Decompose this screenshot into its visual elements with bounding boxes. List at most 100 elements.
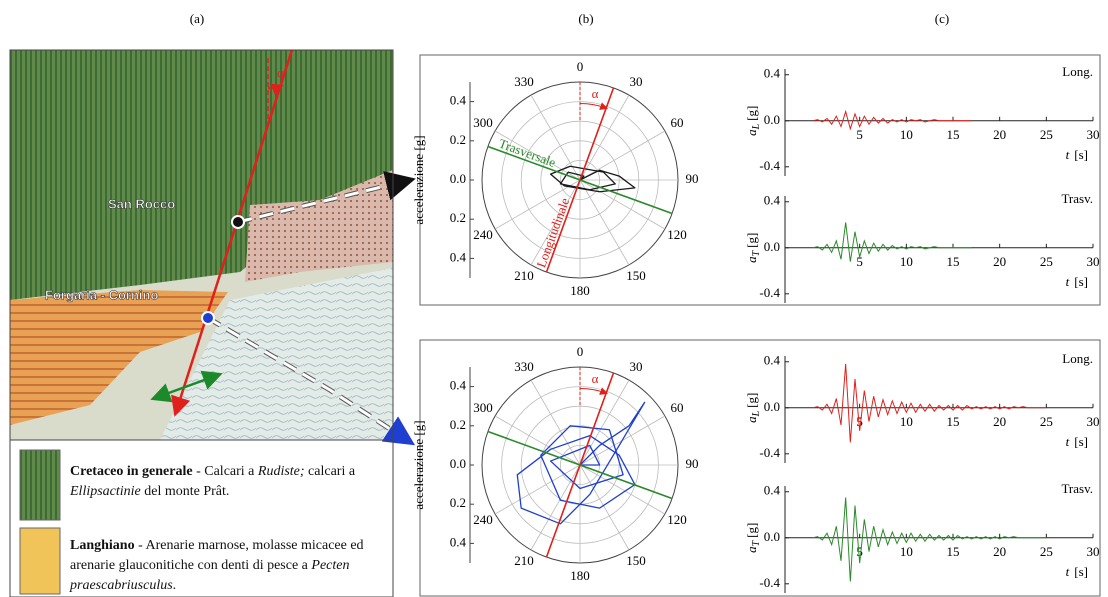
angle-tick-label: 150 [626, 553, 646, 568]
y-tick-label: -0.4 [759, 285, 780, 300]
x-label-unit: [s] [1074, 147, 1088, 162]
angle-tick-label: 120 [667, 227, 687, 242]
x-tick-label: 20 [993, 254, 1006, 269]
y-axis-label: accelerazione [g] [411, 135, 426, 224]
grid-spoke [494, 130, 581, 181]
x-tick-label: 5 [856, 544, 863, 559]
waveform [812, 364, 1047, 443]
x-label-unit: [s] [1074, 434, 1088, 449]
x-tick-label: 25 [1040, 414, 1053, 429]
site-marker [231, 215, 245, 229]
site-label: Forgaria - Cornino [45, 287, 158, 302]
y-axis-label: aT[g] [744, 233, 762, 263]
legend-text: del monte Prât. [140, 484, 230, 499]
angle-tick-label: 240 [473, 512, 493, 527]
waveform [812, 109, 972, 131]
grid-spoke [530, 464, 581, 551]
angle-tick-label: 180 [570, 283, 590, 298]
x-tick-label: 5 [856, 414, 863, 429]
angle-tick-label: 180 [570, 568, 590, 583]
grid-spoke [530, 379, 581, 466]
x-tick-label: 20 [993, 127, 1006, 142]
y-tick-label: 0.0 [764, 399, 780, 414]
angle-tick-label: 0 [577, 344, 584, 359]
x-tick-label: 30 [1087, 127, 1100, 142]
angle-tick-label: 330 [514, 74, 534, 89]
angle-tick-label: 330 [514, 359, 534, 374]
y-tick-label: 0.4 [450, 534, 467, 549]
hodogram [549, 165, 636, 193]
angle-tick-label: 90 [686, 171, 699, 186]
y-label-unit: [g] [744, 523, 759, 538]
map: α San Rocco Forgaria - Cornino [9, 49, 416, 597]
x-tick-label: 10 [900, 127, 913, 142]
x-label-symbol: t [1066, 434, 1070, 449]
y-tick-label: 0.0 [764, 239, 780, 254]
y-label-subscript: L [751, 123, 762, 130]
site-marker [201, 311, 215, 325]
y-tick-label: 0.2 [450, 495, 466, 510]
y-tick-label: -0.4 [759, 158, 780, 173]
y-tick-label: -0.4 [759, 445, 780, 460]
x-tick-label: 30 [1087, 414, 1100, 429]
y-tick-label: -0.4 [759, 575, 780, 590]
panel-label: (a) [190, 11, 204, 26]
x-tick-label: 25 [1040, 127, 1053, 142]
legend-text: Cretaceo in generale [70, 464, 193, 479]
grid-spoke [530, 179, 581, 266]
grid-spoke [579, 464, 630, 551]
x-label-symbol: t [1066, 274, 1070, 289]
x-axis-label: t [s] [1066, 564, 1088, 579]
grid-spoke [579, 94, 630, 181]
grid-spoke [494, 415, 581, 466]
x-label-symbol: t [1066, 147, 1070, 162]
alpha-label: α [592, 371, 599, 386]
waveform [812, 222, 972, 262]
y-axis-label: aL [g] [744, 106, 762, 136]
x-label-symbol: t [1066, 564, 1070, 579]
angle-tick-label: 60 [670, 115, 683, 130]
legend-item: Langhiano - Arenarie marnose, molasse mi… [70, 536, 388, 596]
legend-text: Ellipsactinie [70, 484, 141, 499]
y-label-unit: [g] [744, 233, 759, 248]
y-axis-label: aT[g] [744, 523, 762, 553]
waveform [812, 497, 1047, 582]
legend-text: . [172, 578, 177, 593]
panel-label: (c) [935, 11, 949, 26]
x-tick-label: 25 [1040, 544, 1053, 559]
map-alpha: α [277, 65, 284, 80]
grid-spoke [579, 130, 666, 181]
x-tick-label: 20 [993, 544, 1006, 559]
y-tick-label: 0.0 [450, 171, 466, 186]
x-tick-label: 15 [947, 544, 960, 559]
angle-tick-label: 210 [514, 553, 534, 568]
x-axis-label: t [s] [1066, 147, 1088, 162]
grid-spoke [494, 179, 581, 230]
y-label-symbol: a [744, 256, 759, 263]
x-axis-label: t [s] [1066, 274, 1088, 289]
angle-tick-label: 30 [630, 74, 643, 89]
y-tick-label: 0.2 [450, 417, 466, 432]
y-tick-label: 0.4 [764, 483, 781, 498]
y-tick-label: 0.4 [764, 193, 781, 208]
site-label: San Rocco [108, 196, 175, 211]
panel-frame [419, 339, 1101, 597]
direction-line [487, 145, 673, 215]
x-axis-label: t [s] [1066, 434, 1088, 449]
y-tick-label: 0.4 [450, 93, 467, 108]
y-label-symbol: a [744, 546, 759, 553]
angle-tick-label: 60 [670, 400, 683, 415]
y-tick-label: 0.4 [450, 378, 467, 393]
x-tick-label: 25 [1040, 254, 1053, 269]
alpha-arc [579, 102, 609, 110]
grid-spoke [579, 179, 666, 230]
y-label-symbol: a [744, 129, 759, 136]
y-tick-label: 0.0 [450, 456, 466, 471]
x-label-unit: [s] [1074, 274, 1088, 289]
y-tick-label: 0.2 [450, 132, 466, 147]
legend-text: Langhiano [70, 538, 135, 553]
y-label-unit: [g] [744, 393, 759, 408]
angle-tick-label: 120 [667, 512, 687, 527]
